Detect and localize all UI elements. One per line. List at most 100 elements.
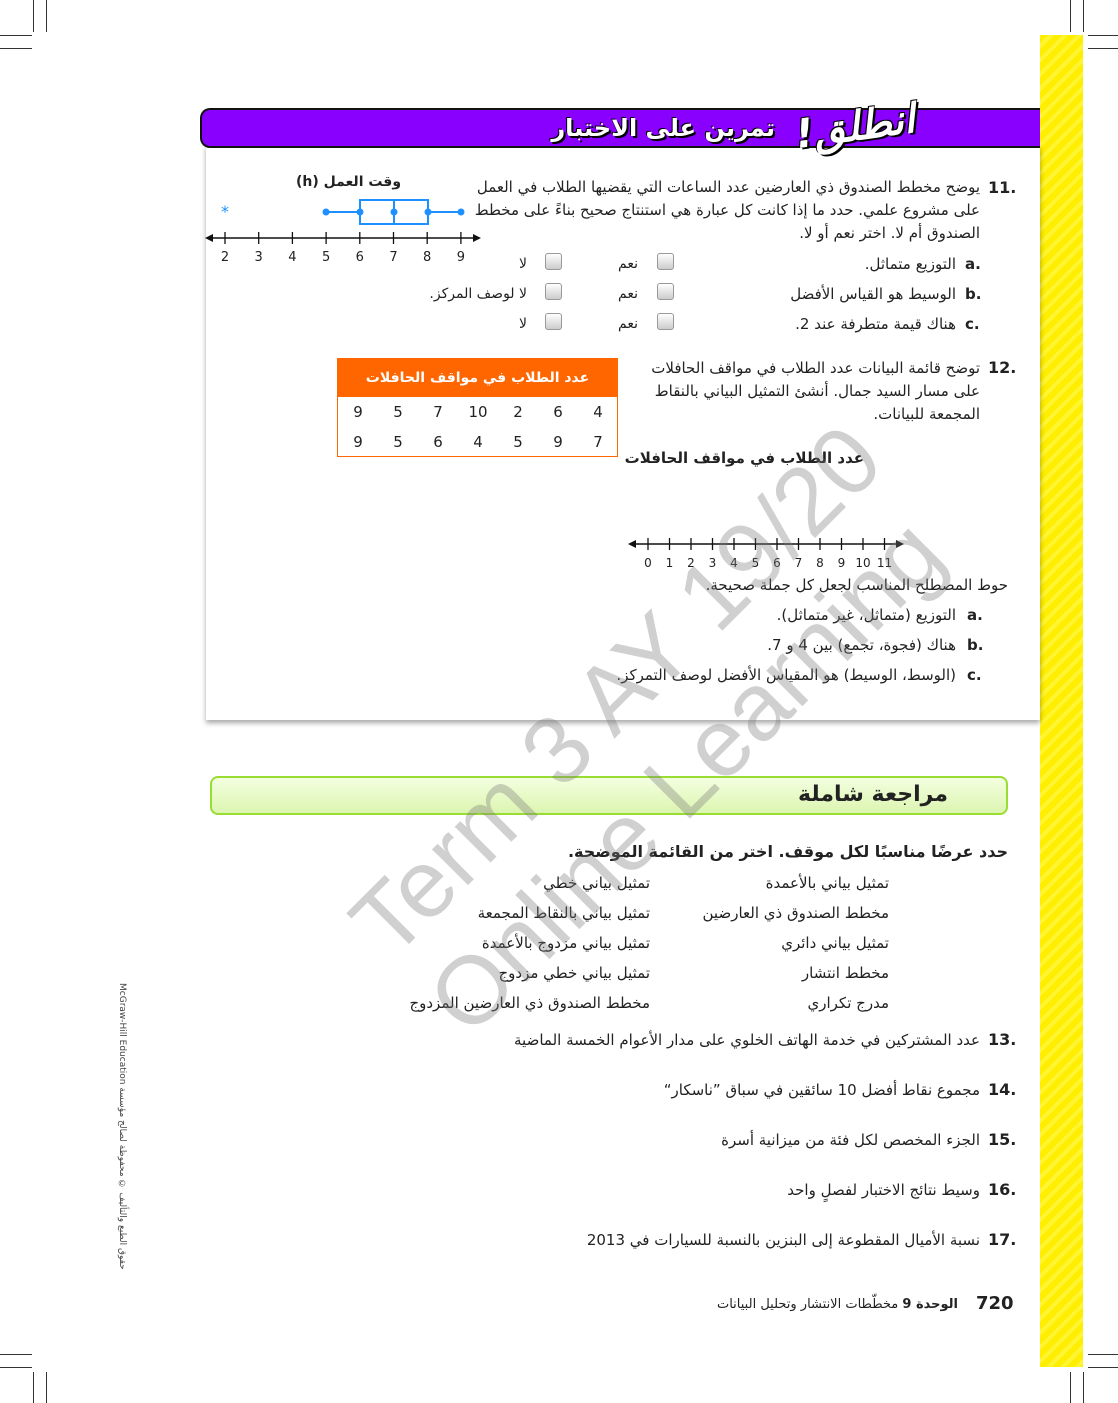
- tick-label: 6: [355, 250, 364, 265]
- yes-checkbox[interactable]: [657, 283, 674, 300]
- bus-stop-data-table: عدد الطلاب في مواقف الحافلات 9 5 7 10 2 6 4 9 5 6…: [337, 358, 618, 457]
- unit-label: الوحدة 9: [902, 1297, 958, 1312]
- question-text: عدد المشتركين في خدمة الهاتف الخلوي على …: [514, 1031, 980, 1049]
- tick-label: 4: [730, 556, 738, 570]
- table-cell: 6: [553, 403, 563, 421]
- test-practice-card: [206, 145, 1040, 720]
- yes-checkbox[interactable]: [657, 253, 674, 270]
- tick-label: 5: [321, 250, 331, 265]
- tick-label: 7: [794, 556, 803, 570]
- line-plot-title: عدد الطلاب في مواقف الحافلات: [624, 449, 864, 467]
- crop-mark: [1088, 35, 1118, 36]
- axis-arrow-left: [205, 234, 213, 242]
- question-number: 13.: [988, 1030, 1017, 1049]
- tick-label: 3: [254, 250, 263, 265]
- display-option: تمثيل بياني بالأعمدة: [765, 874, 889, 892]
- max-point: [457, 208, 465, 216]
- table-cell: 7: [593, 433, 603, 451]
- display-option: مخطط الصندوق ذي العارضين المزدوج: [409, 994, 650, 1012]
- crop-mark: [33, 1372, 34, 1403]
- question-text: مجموع نقاط أفضل 10 سائقين في سباق ”ناسكا…: [663, 1081, 980, 1099]
- question-number: 15.: [988, 1130, 1017, 1149]
- question-number: 14.: [988, 1080, 1017, 1099]
- edge-stripe: [1040, 35, 1083, 1367]
- table-cell: 9: [353, 433, 363, 451]
- tick-label: 3: [708, 556, 717, 570]
- tick-label: 1: [665, 556, 674, 570]
- q3-point: [424, 208, 432, 216]
- statement: التوزيع (متماثل، غير متماثل).: [776, 606, 956, 624]
- tick-label: 4: [288, 250, 297, 265]
- review-instruction: حدد عرضًا مناسبًا لكل موقف. اختر من القا…: [567, 842, 1008, 861]
- yes-label: نعم: [618, 256, 638, 272]
- display-option: مخطط انتشار: [801, 964, 889, 982]
- table-cell: 4: [473, 433, 483, 451]
- median-point: [390, 208, 398, 216]
- item-letter: c.: [967, 666, 982, 684]
- display-option: مخطط الصندوق ذي العارضين: [702, 904, 889, 922]
- crop-mark: [46, 1372, 47, 1403]
- tick-label: 9: [456, 250, 466, 265]
- display-option: تمثيل بياني خطي مزدوج: [498, 964, 650, 982]
- statement: (الوسط، الوسيط) هو المقياس الأفضل لوصف ا…: [616, 666, 956, 684]
- item-letter: b.: [965, 285, 982, 303]
- crop-mark: [0, 35, 32, 36]
- yes-checkbox[interactable]: [657, 313, 674, 330]
- display-option: تمثيل بياني بالنقاط المجمعة: [477, 904, 650, 922]
- item-letter: c.: [965, 315, 980, 333]
- display-option: تمثيل بياني خطي: [543, 874, 650, 892]
- box-plot: *: [205, 199, 481, 244]
- crop-mark: [1070, 0, 1071, 32]
- chapter-title: مخطّطات الانتشار وتحليل البيانات: [716, 1297, 899, 1312]
- table-cell: 2: [513, 403, 523, 421]
- tick-label: 11: [876, 556, 893, 570]
- footer-chapter: الوحدة 9 مخطّطات الانتشار وتحليل البيانا…: [717, 1297, 958, 1312]
- question-number: 16.: [988, 1180, 1017, 1199]
- table-cell: 4: [593, 403, 603, 421]
- tick-label: 8: [816, 556, 824, 570]
- statement: هناك قيمة متطرفة عند 2.: [795, 315, 956, 333]
- instruction: حوط المصطلح المناسب لجعل كل جملة صحيحة.: [705, 576, 1008, 594]
- question-number: 17.: [988, 1230, 1017, 1249]
- question-text: يوضح مخطط الصندوق ذي العارضين عدد الساعا…: [474, 178, 980, 242]
- tick-label: 0: [644, 556, 652, 570]
- tick-label: 9: [837, 556, 846, 570]
- crop-mark: [1088, 48, 1118, 49]
- table-cell: 5: [393, 433, 403, 451]
- table-header: عدد الطلاب في مواقف الحافلات: [338, 359, 617, 397]
- no-label: لا: [519, 316, 527, 332]
- no-checkbox[interactable]: [545, 313, 562, 330]
- tick-label: 6: [773, 556, 781, 570]
- comprehensive-review-banner: مراجعة شاملة: [210, 776, 1008, 815]
- display-option: تمثيل بياني مزدوج بالأعمدة: [481, 934, 650, 952]
- statement: هناك (فجوة، تجمع) بين 4 و 7.: [767, 636, 956, 654]
- statement: الوسيط هو القياس الأفضل: [790, 285, 956, 303]
- line-plot-axis[interactable]: [628, 534, 908, 554]
- crop-mark: [1083, 1372, 1084, 1403]
- question-text: الجزء المخصص لكل فئة من ميزانية أسرة: [721, 1131, 980, 1149]
- table-cell: 9: [553, 433, 563, 451]
- no-checkbox[interactable]: [545, 283, 562, 300]
- question-number: 11.: [988, 178, 1017, 197]
- axis-arrow-left: [628, 540, 636, 548]
- tick-label: 2: [220, 250, 230, 265]
- copyright: حقوق الطبع والتأليف © محفوظة لصالح مؤسسة…: [117, 983, 127, 1270]
- outlier-mark: *: [221, 202, 229, 221]
- crop-mark: [0, 48, 32, 49]
- no-label: لا: [519, 256, 527, 272]
- no-label: لا لوصف المركز.: [429, 286, 527, 302]
- item-letter: a.: [965, 255, 981, 273]
- table-cell: 10: [468, 403, 488, 421]
- no-checkbox[interactable]: [545, 253, 562, 270]
- boxplot-title: وقت العمل (h): [296, 174, 402, 190]
- tick-label: 5: [751, 556, 760, 570]
- tick-label: 8: [423, 250, 432, 265]
- item-letter: b.: [967, 636, 984, 654]
- question-text: وسيط نتائج الاختبار لفصلٍ واحد: [787, 1181, 980, 1199]
- table-cell: 6: [433, 433, 443, 451]
- banner-title: تمرين على الاختبار: [551, 114, 775, 142]
- crop-mark: [1088, 1354, 1118, 1355]
- test-practice-banner: تمرين على الاختبار: [200, 108, 1040, 148]
- tick-label: 7: [389, 250, 398, 265]
